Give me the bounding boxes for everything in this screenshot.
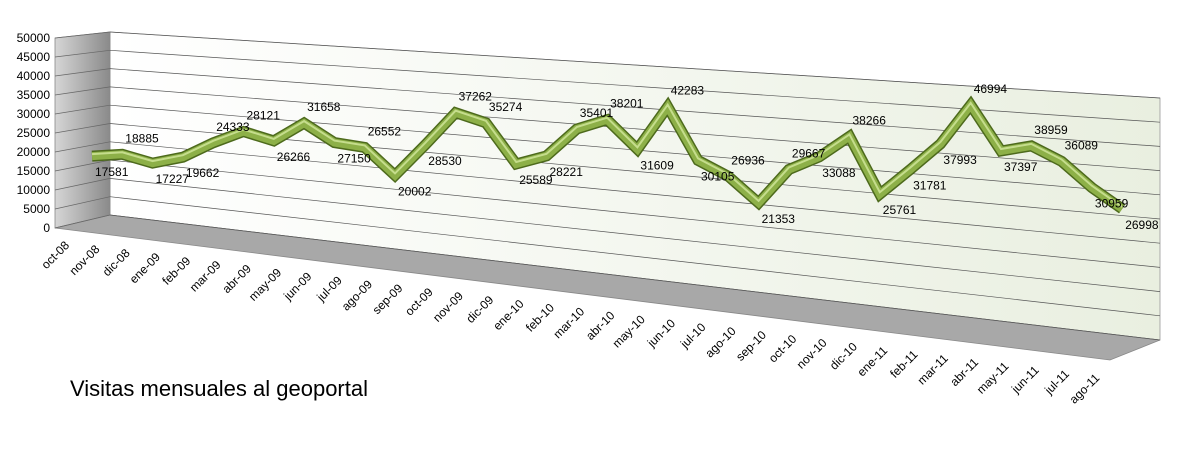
grid-line bbox=[109, 214, 1161, 341]
x-tick-label: ago-11 bbox=[1067, 371, 1103, 407]
side-grid-line bbox=[54, 178, 111, 191]
grid-line bbox=[109, 159, 1161, 268]
x-tick-label: mar-11 bbox=[915, 351, 951, 387]
grid-line bbox=[109, 31, 1161, 99]
side-grid-line bbox=[54, 141, 111, 153]
x-tick-label: ene-10 bbox=[490, 296, 527, 333]
data-label: 27150 bbox=[337, 152, 371, 166]
data-label: 38266 bbox=[853, 113, 887, 127]
side-grid-line bbox=[54, 49, 111, 58]
x-tick-label: sep-10 bbox=[733, 328, 769, 364]
x-tick-label: nov-10 bbox=[794, 335, 830, 371]
line bbox=[91, 98, 1125, 213]
data-label: 33088 bbox=[822, 166, 856, 180]
data-label: 26266 bbox=[277, 150, 311, 164]
data-label: 30105 bbox=[701, 169, 735, 183]
data-label: 36089 bbox=[1065, 138, 1099, 152]
side-grid-line bbox=[54, 196, 111, 210]
data-label: 38201 bbox=[610, 97, 644, 111]
y-tick-label: 40000 bbox=[17, 69, 51, 83]
data-label: 26998 bbox=[1125, 218, 1159, 232]
data-label: 26936 bbox=[731, 153, 765, 167]
y-tick-label: 5000 bbox=[23, 202, 50, 216]
data-label: 18885 bbox=[125, 131, 159, 145]
y-tick-label: 45000 bbox=[17, 50, 51, 64]
grid-line bbox=[109, 49, 1161, 123]
data-label: 29667 bbox=[792, 147, 826, 161]
data-label: 37397 bbox=[1004, 160, 1038, 174]
y-tick-label: 25000 bbox=[17, 126, 51, 140]
data-label: 26552 bbox=[368, 124, 402, 138]
data-label: 17227 bbox=[156, 172, 190, 186]
grid-line bbox=[109, 196, 1161, 317]
side-grid-line bbox=[54, 123, 111, 134]
data-label: 31781 bbox=[913, 179, 947, 193]
y-tick-label: 20000 bbox=[17, 145, 51, 159]
data-label: 17581 bbox=[95, 165, 129, 179]
data-label: 20002 bbox=[398, 184, 432, 198]
side-grid-line bbox=[54, 31, 111, 39]
x-tick-label: jun-09 bbox=[280, 269, 314, 303]
data-label: 28121 bbox=[247, 108, 281, 122]
data-label: 21353 bbox=[762, 212, 796, 226]
ribbon-highlight bbox=[91, 101, 1123, 208]
data-label: 28221 bbox=[550, 165, 584, 179]
data-label: 28530 bbox=[428, 154, 462, 168]
x-tick-label: jun-11 bbox=[1008, 363, 1042, 397]
data-label: 31658 bbox=[307, 100, 341, 114]
x-tick-label: nov-09 bbox=[430, 289, 466, 325]
data-label: 35274 bbox=[489, 100, 523, 114]
side-grid-line bbox=[54, 104, 111, 115]
y-tick-label: 30000 bbox=[17, 107, 51, 121]
x-tick-label: ene-09 bbox=[127, 250, 164, 287]
data-label: 42283 bbox=[671, 84, 705, 98]
grid-line bbox=[109, 86, 1161, 171]
x-tick-label: ene-11 bbox=[855, 343, 891, 379]
grid-line bbox=[109, 178, 1161, 292]
grid-line bbox=[109, 141, 1161, 244]
data-label: 24333 bbox=[216, 120, 250, 134]
y-tick-label: 0 bbox=[43, 221, 50, 235]
data-label: 31609 bbox=[640, 158, 674, 172]
data-label: 19662 bbox=[186, 166, 220, 180]
side-grid-line bbox=[54, 159, 111, 172]
data-label: 38959 bbox=[1034, 123, 1068, 137]
x-tick-label: jun-10 bbox=[644, 316, 678, 350]
x-tick-label: sep-09 bbox=[370, 281, 406, 317]
y-tick-label: 15000 bbox=[17, 164, 51, 178]
data-label: 25589 bbox=[519, 173, 553, 187]
side-grid-line bbox=[54, 68, 111, 77]
data-label: 25761 bbox=[883, 203, 917, 217]
data-label: 37262 bbox=[459, 90, 493, 104]
x-tick-label: jul-10 bbox=[677, 320, 709, 352]
x-tick-label: jul-11 bbox=[1041, 367, 1072, 398]
data-label: 30959 bbox=[1095, 197, 1129, 211]
x-tick-label: nov-08 bbox=[67, 242, 103, 278]
chart-title: Visitas mensuales al geoportal bbox=[70, 376, 368, 401]
y-tick-label: 35000 bbox=[17, 88, 51, 102]
x-tick-label: jul-09 bbox=[313, 273, 345, 305]
data-label: 37993 bbox=[943, 153, 977, 167]
data-label: 46994 bbox=[974, 82, 1008, 96]
side-grid-line bbox=[54, 214, 111, 229]
data-label: 35401 bbox=[580, 106, 614, 120]
y-tick-label: 10000 bbox=[17, 183, 51, 197]
y-tick-label: 50000 bbox=[17, 31, 51, 45]
side-grid-line bbox=[54, 86, 111, 96]
